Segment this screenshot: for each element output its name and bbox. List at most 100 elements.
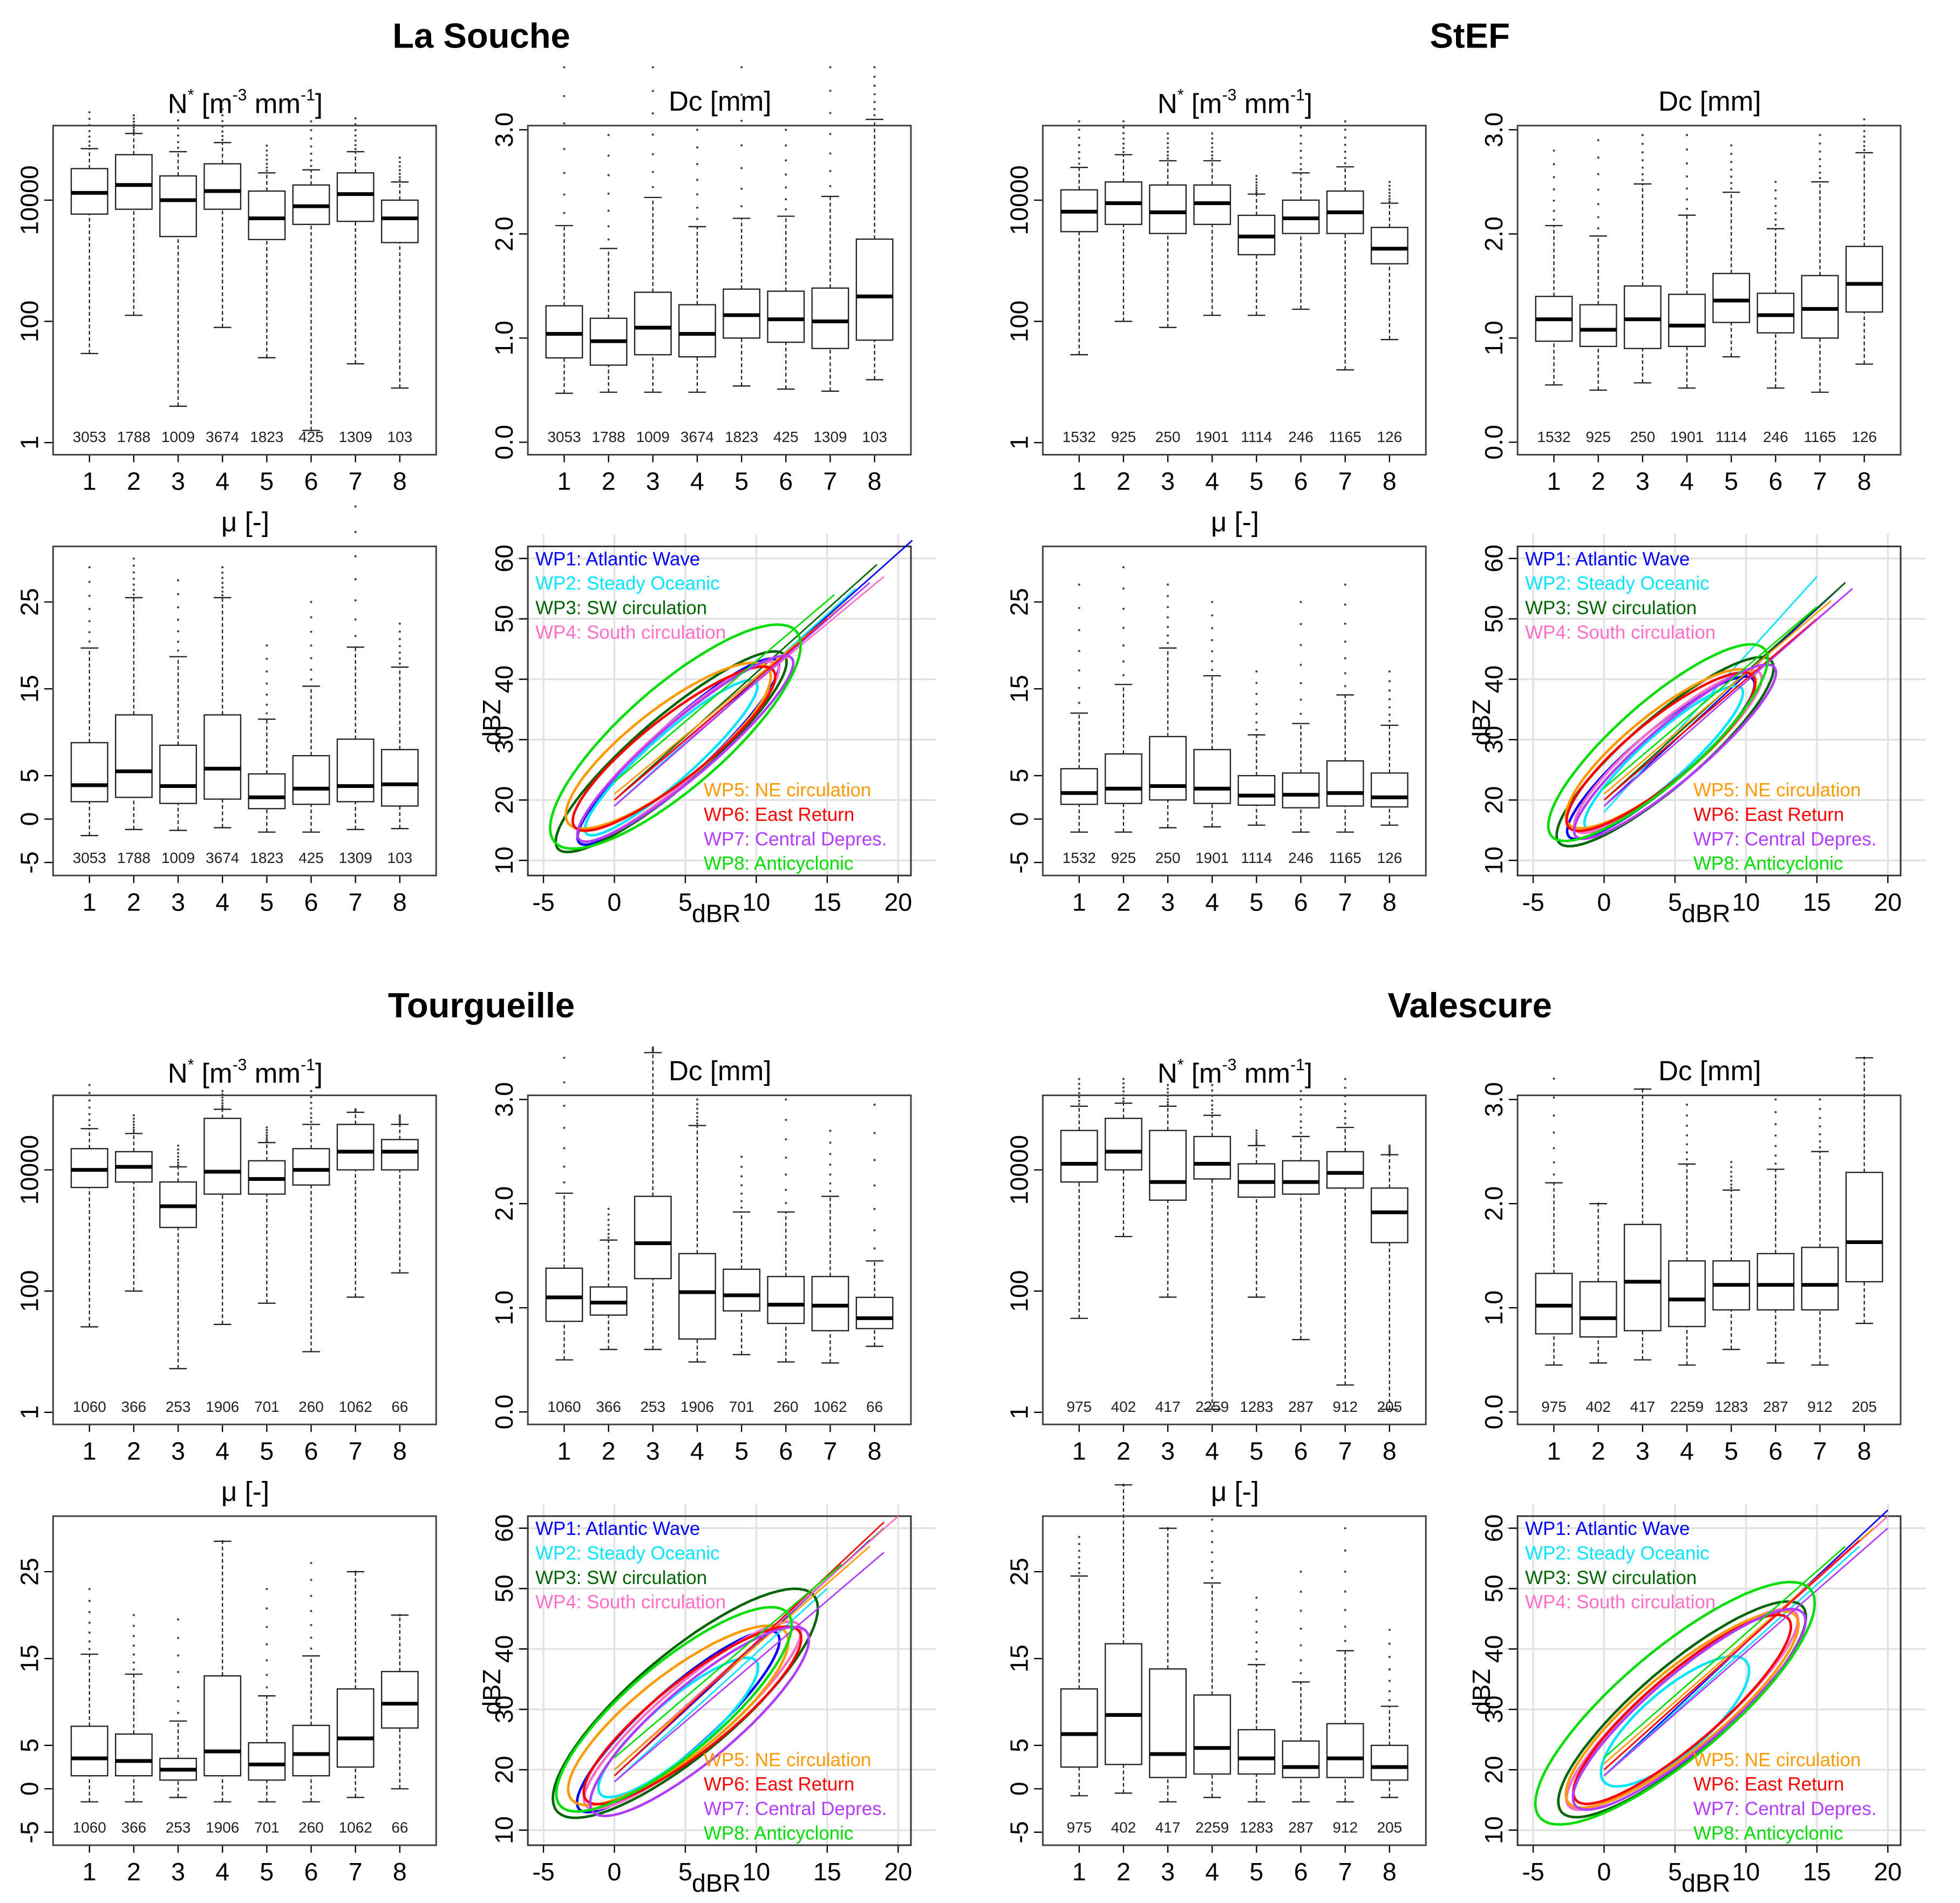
outlier-point xyxy=(266,1140,268,1143)
iqr-box xyxy=(1801,1247,1839,1311)
sample-count: 246 xyxy=(1763,429,1788,445)
mu-boxplot-panel: μ [-] -5 0 5 15 25 975 1 402 2 417 3 2259 4 1283 5 287 6 9… xyxy=(1005,1476,1427,1886)
outlier-point xyxy=(354,555,357,558)
outlier-point xyxy=(1166,626,1169,628)
sample-count: 250 xyxy=(1630,429,1656,445)
x-tick-label: 8 xyxy=(1383,1437,1397,1465)
plot-frame xyxy=(527,1515,912,1846)
fit-line-wp7 xyxy=(614,582,870,807)
outlier-point xyxy=(740,1192,743,1195)
y-tick-label: 1 xyxy=(15,436,43,450)
outlier-point xyxy=(1211,1089,1214,1092)
outlier-point xyxy=(88,1099,91,1102)
sample-count: 126 xyxy=(1377,849,1403,866)
legend-entry-wp8: WP8: Anticyclonic xyxy=(704,853,853,874)
x-tick-label: 20 xyxy=(884,888,912,916)
outlier-point xyxy=(1299,663,1302,666)
outlier-point xyxy=(132,564,135,567)
outlier-point xyxy=(563,1081,566,1084)
outlier-point xyxy=(696,218,699,220)
box-wp5: 1114 xyxy=(1712,144,1751,445)
iqr-box xyxy=(634,1195,672,1280)
outlier-point xyxy=(1344,1570,1346,1573)
outlier-point xyxy=(266,1126,268,1129)
iqr-box xyxy=(1370,1744,1408,1781)
outlier-point xyxy=(176,1711,180,1714)
outlier-point xyxy=(785,1188,787,1191)
outlier-point xyxy=(1730,1166,1733,1168)
iqr-box xyxy=(1668,294,1706,347)
y-tick-label: 40 xyxy=(1480,665,1508,694)
x-tick-label: 10 xyxy=(743,888,771,916)
outlier-point xyxy=(266,1131,268,1134)
y-tick-label: 100 xyxy=(1005,301,1033,343)
outlier-point xyxy=(88,1648,91,1650)
outlier-point xyxy=(1122,1100,1125,1103)
outlier-point xyxy=(1685,207,1689,210)
outlier-point xyxy=(266,1674,268,1676)
fit-line-wp7 xyxy=(1603,588,1853,807)
y-tick-label: 30 xyxy=(490,726,518,754)
x-tick-label: 2 xyxy=(602,467,616,495)
sample-count: 1062 xyxy=(339,1819,372,1836)
x-tick-label: 7 xyxy=(349,888,363,916)
outlier-point xyxy=(266,1643,268,1646)
outlier-point xyxy=(310,165,312,167)
outlier-point xyxy=(1255,703,1258,705)
outlier-point xyxy=(398,645,401,648)
sample-count: 1823 xyxy=(250,429,283,445)
outlier-point xyxy=(740,1156,743,1158)
outlier-point xyxy=(829,185,832,187)
fit-line-wp7 xyxy=(1603,1527,1889,1777)
outlier-point xyxy=(221,572,224,574)
title-part: -1 xyxy=(301,1056,315,1074)
y-tick-label: 0 xyxy=(15,812,43,826)
outlier-point xyxy=(176,119,180,122)
outlier-point xyxy=(785,1201,787,1205)
iqr-box xyxy=(1104,753,1142,804)
y-tick-label: 10 xyxy=(490,846,518,874)
outlier-point xyxy=(1344,1078,1346,1080)
x-tick-label: 4 xyxy=(690,1437,704,1465)
sample-count: 1823 xyxy=(725,429,758,445)
outlier-point xyxy=(696,146,699,149)
outlier-point xyxy=(1211,614,1214,617)
plot-frame xyxy=(52,1094,437,1425)
outlier-point xyxy=(266,1129,268,1132)
sample-count: 1114 xyxy=(1716,429,1747,445)
outlier-point xyxy=(266,144,268,147)
y-tick-label: 100 xyxy=(1005,1270,1033,1312)
x-tick-label: 5 xyxy=(1249,467,1263,495)
x-tick-label: 2 xyxy=(1117,467,1131,495)
outlier-point xyxy=(1211,669,1214,671)
outlier-point xyxy=(354,117,357,120)
box-wp5: 1823 xyxy=(723,66,761,445)
sample-count: 425 xyxy=(298,429,324,445)
box-wp6: 287 xyxy=(1757,1098,1795,1415)
outlier-point xyxy=(176,146,180,149)
outlier-point xyxy=(176,134,180,137)
box-wp1: 1532 xyxy=(1060,120,1098,445)
y-tick-label: 5 xyxy=(1005,769,1033,783)
sample-count: 1901 xyxy=(1195,849,1229,866)
box-wp8: 66 xyxy=(380,1114,419,1415)
iqr-box xyxy=(1237,1729,1276,1775)
box-wp4: 1901 xyxy=(1668,134,1706,445)
outlier-point xyxy=(354,139,357,142)
outlier-point xyxy=(1685,1158,1689,1161)
outlier-point xyxy=(563,66,566,69)
fit-line-wp6 xyxy=(614,1521,884,1777)
dbz-dbr-scatter-panel: -5 0 5 10 15 20 10 20 30 40 50 60 WP1: Atlantic Wave… xyxy=(478,1503,936,1897)
box-wp6: 246 xyxy=(1757,180,1795,445)
outlier-point xyxy=(310,644,312,647)
outlier-point xyxy=(1553,163,1555,166)
outlier-point xyxy=(1211,638,1214,642)
box-wp4: 2259 xyxy=(1668,1103,1706,1415)
title-part: -1 xyxy=(1290,86,1305,104)
box-wp3: 1009 xyxy=(159,579,197,866)
sample-count: 1283 xyxy=(1240,1398,1273,1415)
x-tick-label: 2 xyxy=(127,1437,141,1465)
sample-count: 126 xyxy=(1377,429,1403,445)
outlier-point xyxy=(1774,189,1777,192)
sample-count: 402 xyxy=(1585,1398,1611,1415)
